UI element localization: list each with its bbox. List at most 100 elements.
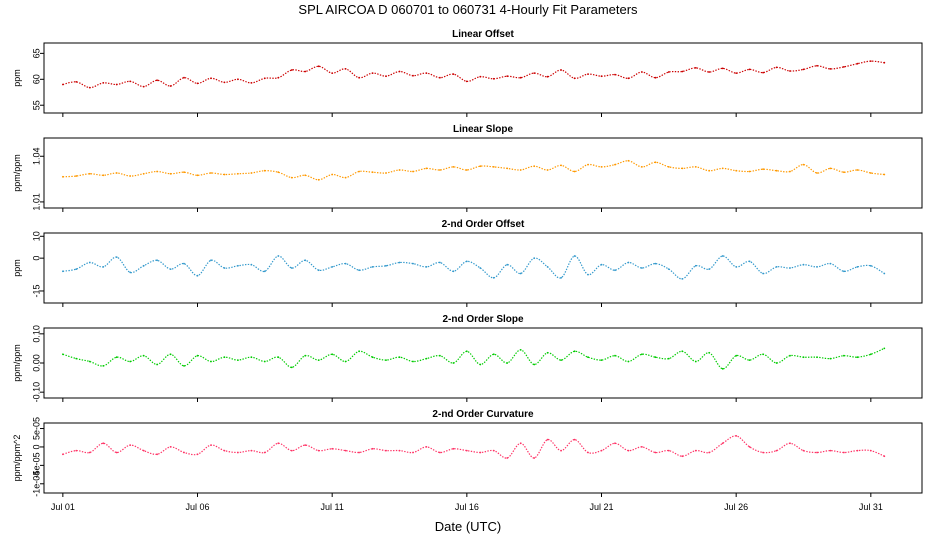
data-point: [371, 72, 374, 74]
data-point: [573, 350, 576, 353]
data-point: [721, 67, 724, 70]
x-tick-label: Jul 11: [320, 502, 343, 512]
data-point: [748, 68, 751, 71]
data-point: [210, 444, 212, 446]
data-point: [156, 170, 159, 173]
data-point: [250, 172, 253, 174]
data-point: [102, 442, 105, 445]
data-point: [129, 271, 132, 274]
panel-5: 2-nd Order Curvature ppm/ppm^2 5e-05 0 -5e-0…: [12, 409, 923, 497]
data-point: [735, 72, 738, 74]
data-point: [789, 442, 791, 445]
data-point: [290, 449, 293, 452]
data-point: [183, 262, 185, 265]
data-point: [169, 85, 172, 87]
data-point: [560, 276, 562, 279]
data-point: [102, 365, 105, 367]
y-tick-label: 5e-05: [31, 417, 41, 440]
data-point: [681, 350, 684, 353]
data-point: [439, 261, 441, 264]
data-point: [142, 449, 145, 452]
data-point: [88, 360, 91, 363]
data-point: [425, 357, 428, 360]
data-point: [277, 255, 280, 257]
data-point: [829, 167, 832, 170]
data-point: [358, 170, 360, 173]
data-point: [142, 264, 145, 267]
data-point: [762, 451, 764, 454]
data-point: [654, 161, 657, 164]
data-point: [196, 82, 199, 85]
data-point: [762, 272, 764, 275]
data-point: [142, 354, 145, 357]
data-point: [816, 64, 818, 67]
series-line: [62, 160, 885, 181]
data-point: [304, 259, 307, 262]
data-point: [708, 451, 711, 454]
data-point: [627, 261, 630, 264]
data-point: [331, 72, 334, 74]
data-point: [694, 67, 697, 69]
data-point: [856, 266, 859, 268]
data-point: [694, 264, 697, 267]
panel-title: Linear Slope: [453, 124, 513, 135]
data-point: [600, 166, 603, 168]
data-point: [667, 166, 670, 168]
data-point: [412, 262, 414, 265]
data-point: [102, 266, 105, 268]
data-point: [573, 170, 576, 173]
y-tick-label: -0.10: [31, 382, 41, 403]
data-point: [641, 446, 643, 448]
data-point: [371, 171, 374, 174]
y-tick-label: -15: [31, 284, 41, 297]
data-point: [183, 365, 185, 367]
data-point: [156, 363, 159, 366]
data-point: [344, 68, 347, 70]
data-point: [398, 356, 401, 359]
data-point: [129, 360, 132, 363]
data-point: [425, 446, 428, 448]
data-point: [587, 73, 589, 75]
data-point: [465, 449, 468, 452]
data-point: [196, 453, 199, 456]
x-tick-label: Jul 06: [185, 502, 209, 512]
data-point: [250, 82, 253, 84]
data-point: [546, 351, 549, 354]
data-point: [816, 266, 818, 268]
data-point: [263, 451, 266, 454]
data-point: [829, 449, 832, 452]
data-point: [88, 172, 91, 175]
data-point: [735, 169, 738, 172]
data-point: [62, 353, 64, 356]
data-point: [317, 449, 320, 452]
data-point: [600, 75, 603, 78]
data-point: [587, 451, 589, 454]
data-point: [694, 449, 697, 452]
panel-frame: [43, 137, 923, 209]
panel-title: Linear Offset: [452, 29, 514, 40]
data-point: [479, 75, 482, 78]
data-point: [344, 262, 347, 265]
data-point: [641, 353, 643, 356]
data-point: [398, 169, 401, 171]
data-point: [533, 72, 536, 74]
data-point: [506, 75, 509, 78]
data-point: [492, 449, 495, 452]
data-point: [385, 172, 387, 174]
data-point: [385, 264, 387, 267]
data-point: [627, 77, 630, 80]
data-point: [721, 167, 724, 170]
y-tick-label: 0.10: [31, 325, 41, 343]
y-tick-label: 0.00: [31, 354, 41, 372]
data-point: [115, 256, 118, 258]
data-point: [546, 438, 549, 441]
data-point: [210, 360, 212, 363]
data-point: [412, 451, 414, 454]
data-point: [398, 261, 401, 264]
data-point: [614, 269, 616, 272]
data-point: [465, 80, 468, 83]
data-point: [465, 169, 468, 171]
data-point: [102, 82, 105, 84]
data-point: [75, 268, 78, 270]
